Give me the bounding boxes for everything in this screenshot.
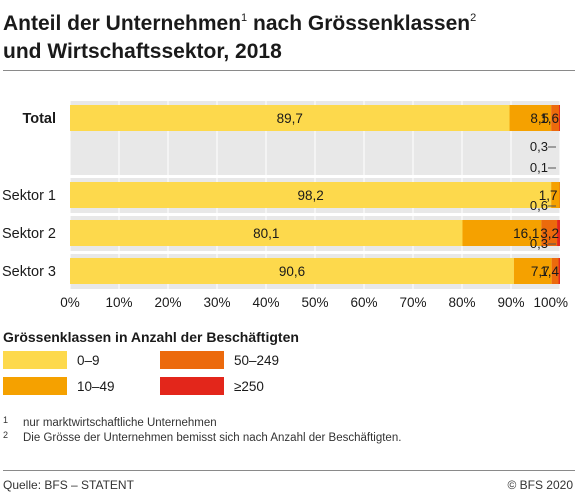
bar-segment [462, 220, 542, 246]
data-label: 80,1 [253, 226, 279, 241]
x-tick-label: 100% [533, 295, 568, 310]
legend-label: ≥250 [234, 378, 264, 394]
data-label: 1,6 [540, 111, 559, 126]
x-tick-label: 30% [203, 295, 230, 310]
bar-segment [513, 258, 552, 284]
x-tick-label: 10% [105, 295, 132, 310]
stacked-bar-chart: Total Sektor 1 Sektor 2 Sektor 3 89,7 8,51,6 0… [2, 101, 568, 310]
data-label: 7,7 [531, 264, 550, 279]
x-tick-label: 90% [497, 295, 524, 310]
category-label: Sektor 3 [2, 264, 56, 280]
footnote-ref-2: 2 [470, 12, 477, 24]
data-label: 0,6 [530, 198, 548, 213]
x-tick-label: 20% [154, 295, 181, 310]
x-tick-label: 0% [60, 295, 80, 310]
legend-title: Grössenklassen in Anzahl der Beschäftigt… [3, 329, 299, 345]
footnote-1: 1 nur marktwirtschaftliche Unternehmen [3, 415, 217, 429]
bar-segment [558, 258, 560, 284]
legend-item: 50–249 [160, 351, 279, 369]
data-label: 8,5 [530, 111, 549, 126]
title-line1: Anteil der Unternehmen [3, 12, 242, 35]
footnote-2-text: Die Grösse der Unternehmen bemisst sich … [23, 432, 402, 444]
source-note: Quelle: BFS – STATENT [3, 478, 134, 492]
bar-segment [509, 105, 552, 131]
data-label: 89,7 [277, 111, 303, 126]
x-tick-label: 50% [301, 295, 328, 310]
bar-segment [551, 182, 560, 208]
footnote-2: 2 Die Grösse der Unternehmen bemisst sic… [3, 430, 402, 444]
data-label: 16,1 [513, 226, 539, 241]
x-tick-label: 80% [448, 295, 475, 310]
bottom-divider [3, 470, 575, 471]
x-tick-label: 70% [399, 295, 426, 310]
data-label: 1,7 [539, 188, 558, 203]
data-label: 3,2 [540, 226, 559, 241]
bar-segment [70, 220, 463, 246]
legend-swatch [160, 377, 224, 395]
category-label: Total [22, 111, 56, 127]
category-label: Sektor 2 [2, 226, 56, 242]
footnote-2-number: 2 [3, 430, 9, 440]
copyright-note: © BFS 2020 [507, 478, 573, 492]
title-line2: und Wirtschaftssektor, 2018 [3, 40, 282, 63]
data-label: 1,4 [540, 264, 559, 279]
bar-segment [70, 105, 510, 131]
data-label: 0,3 [530, 139, 548, 154]
bar-segment [541, 220, 558, 246]
legend-label: 10–49 [77, 378, 115, 394]
legend-label: 50–249 [234, 352, 280, 368]
footnote-1-number: 1 [3, 415, 9, 425]
legend-item: ≥250 [160, 377, 264, 395]
x-tick-label: 60% [350, 295, 377, 310]
data-label: 0,1 [530, 160, 548, 175]
legend-item: 0–9 [3, 351, 100, 369]
category-label: Sektor 1 [2, 188, 56, 204]
title-line1-mid: nach Grössenklassen [247, 12, 471, 35]
data-label: 90,6 [279, 264, 305, 279]
bar-segment [70, 258, 514, 284]
title-divider [3, 70, 575, 71]
footnote-ref-1: 1 [241, 12, 248, 24]
bar-segment [557, 220, 560, 246]
legend-swatch [3, 351, 67, 369]
chart-title: Anteil der Unternehmen1 nach Grössenklas… [3, 4, 575, 66]
legend-swatch [160, 351, 224, 369]
legend-item: 10–49 [3, 377, 115, 395]
bar-segment [551, 258, 559, 284]
x-tick-label: 40% [252, 295, 279, 310]
legend-label: 0–9 [77, 352, 100, 368]
bar-segment [559, 105, 560, 131]
data-label: 98,2 [297, 188, 323, 203]
data-label: 0,3 [530, 236, 548, 251]
legend-swatch [3, 377, 67, 395]
bar-segment [70, 182, 552, 208]
bar-segment [551, 105, 560, 131]
footnote-1-text: nur marktwirtschaftliche Unternehmen [23, 417, 217, 429]
